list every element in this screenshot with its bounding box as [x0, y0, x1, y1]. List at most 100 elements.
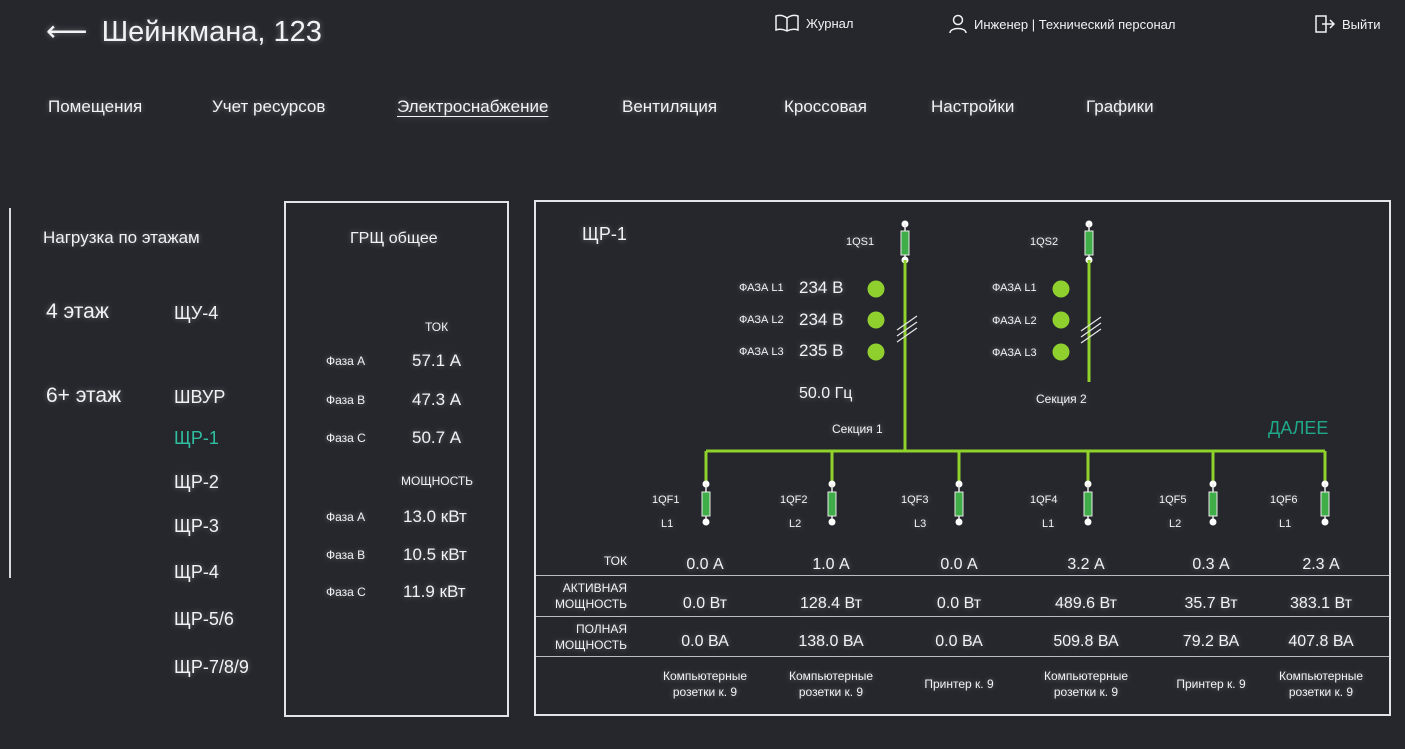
grsh-power-c: 11.9 кВт — [403, 582, 466, 601]
left-divider — [9, 208, 11, 578]
user-menu[interactable]: Инженер | Технический персонал — [948, 14, 1175, 34]
book-icon — [775, 14, 799, 32]
breaker-1-load-line1: Компьютерные — [662, 669, 748, 683]
table-divider — [536, 656, 1389, 657]
voltage-l2: 234 В — [799, 310, 844, 329]
row-label-full-2: МОЩНОСТЬ — [554, 638, 627, 652]
grsh-power-phase-a-label: Фаза A — [326, 510, 366, 524]
logout-button[interactable]: Выйти — [1314, 14, 1381, 34]
breaker-1-symbol — [701, 491, 711, 517]
grsh-current-label: ТОК — [425, 320, 449, 334]
voltage-l3: 235 В — [799, 341, 844, 360]
breaker-3-active: 0.0 Вт — [936, 595, 982, 612]
breaker-3-symbol — [954, 491, 964, 517]
panel-item-shr-3[interactable]: ЩР-3 — [174, 516, 219, 536]
grsh-current-a: 57.1 А — [412, 351, 462, 370]
grsh-panel: ГРЩ общее ТОК Фаза A Фаза B Фаза C 57.1 … — [284, 201, 509, 717]
single-line-diagram — [701, 220, 1330, 526]
breaker-6-load-line1: Компьютерные — [1278, 669, 1364, 683]
panel-item-shr-5-6[interactable]: ЩР-5/6 — [174, 609, 234, 629]
breaker-3-full: 0.0 ВА — [935, 633, 983, 650]
journal-label: Журнал — [806, 15, 854, 31]
tab-settings[interactable]: Настройки — [931, 97, 1015, 116]
qs1-label: 1QS1 — [846, 236, 875, 248]
breaker-2-current: 1.0 А — [812, 556, 850, 573]
grsh-phase-a-label: Фаза A — [326, 354, 366, 368]
qs1-switch — [900, 230, 910, 256]
sec2-phase-indicator-1 — [1052, 280, 1070, 298]
schema-title: ЩР-1 — [582, 224, 627, 244]
grsh-power-label: МОЩНОСТЬ — [401, 474, 474, 488]
breaker-5-full: 79.2 ВА — [1182, 633, 1240, 650]
table-divider — [536, 575, 1389, 576]
floor-4-label: 4 этаж — [46, 300, 109, 323]
breaker-4-load-line2: розетки к. 9 — [1053, 685, 1119, 699]
panel-item-shr-7-8-9[interactable]: ЩР-7/8/9 — [174, 657, 249, 677]
sec1-phase-l1-label: ФАЗА L1 — [739, 282, 784, 294]
section1-label: Секция 1 — [832, 422, 883, 436]
next-button[interactable]: ДАЛЕЕ — [1268, 418, 1329, 438]
panel-item-shr-2[interactable]: ЩР-2 — [174, 472, 219, 492]
back-button[interactable]: ⟵ Шейнкмана, 123 — [46, 14, 322, 49]
breaker-4-phase: L1 — [1042, 518, 1055, 530]
breaker-6-symbol — [1320, 491, 1330, 517]
breaker-6-phase: L1 — [1279, 518, 1292, 530]
breaker-2-load-line2: розетки к. 9 — [798, 685, 864, 699]
row-label-active-2: МОЩНОСТЬ — [554, 597, 627, 611]
sec1-phase-l2-label: ФАЗА L2 — [739, 314, 784, 326]
grsh-current-c: 50.7 А — [412, 428, 462, 447]
tab-power-supply[interactable]: Электроснабжение — [397, 97, 549, 116]
breaker-4-full: 509.8 ВА — [1053, 633, 1119, 650]
back-arrow-icon: ⟵ — [46, 16, 88, 48]
floor-load-title: Нагрузка по этажам — [43, 228, 200, 247]
page-title: Шейнкмана, 123 — [101, 16, 322, 48]
phase-mark — [1080, 316, 1102, 332]
grsh-title: ГРЩ общее — [350, 230, 438, 247]
panel-item-shu-4[interactable]: ЩУ-4 — [174, 303, 219, 323]
breaker-1-active: 0.0 Вт — [682, 595, 728, 612]
phase-mark — [1080, 328, 1102, 344]
breaker-3-bottom-terminal — [955, 518, 963, 526]
breaker-2-bottom-terminal — [828, 518, 836, 526]
row-label-active-1: АКТИВНАЯ — [562, 581, 627, 595]
phase-mark — [1080, 322, 1102, 338]
sec2-phase-l2-label: ФАЗА L2 — [992, 315, 1037, 327]
breaker-3-phase: L3 — [914, 518, 927, 530]
frequency: 50.0 Гц — [799, 385, 853, 402]
breaker-5-symbol — [1208, 491, 1218, 517]
tab-ventilation[interactable]: Вентиляция — [622, 97, 718, 116]
breaker-3-load-line1: Принтер к. 9 — [924, 677, 994, 691]
breaker-6-full: 407.8 ВА — [1288, 633, 1354, 650]
phase-mark — [896, 327, 918, 343]
panel-item-shr-4[interactable]: ЩР-4 — [174, 562, 219, 582]
schema-panel: ЩР-1 ДАЛЕЕ 1QS1 1QS2 ФАЗА L1 ФАЗА L2 ФАЗ… — [534, 200, 1391, 716]
tab-cross[interactable]: Кроссовая — [784, 97, 867, 116]
breaker-6-name: 1QF6 — [1270, 494, 1298, 506]
grsh-power-phase-b-label: Фаза B — [326, 548, 366, 562]
logout-label: Выйти — [1342, 16, 1381, 32]
breaker-4-active: 489.6 Вт — [1055, 595, 1117, 612]
sec1-phase-indicator-3 — [867, 343, 885, 361]
floor-6-label: 6+ этаж — [46, 384, 122, 407]
grsh-power-a: 13.0 кВт — [403, 507, 467, 526]
breaker-4-load-line1: Компьютерные — [1043, 669, 1129, 683]
panel-item-shr-1[interactable]: ЩР-1 — [174, 428, 219, 448]
tab-resources[interactable]: Учет ресурсов — [212, 97, 326, 116]
phase-mark — [896, 321, 918, 337]
breaker-3-current: 0.0 А — [940, 556, 978, 573]
panel-item-shvur[interactable]: ШВУР — [174, 387, 226, 407]
phase-mark — [896, 315, 918, 331]
breaker-5-phase: L2 — [1169, 518, 1182, 530]
breaker-2-full: 138.0 ВА — [798, 633, 864, 650]
tab-charts[interactable]: Графики — [1086, 97, 1154, 116]
tab-rooms[interactable]: Помещения — [48, 97, 143, 116]
breaker-4-bottom-terminal — [1084, 518, 1092, 526]
breaker-5-name: 1QF5 — [1159, 494, 1187, 506]
grsh-phase-b-label: Фаза B — [326, 393, 366, 407]
journal-button[interactable]: Журнал — [774, 14, 853, 32]
section2-label: Секция 2 — [1036, 392, 1087, 406]
logout-icon — [1315, 15, 1336, 33]
sec2-phase-l1-label: ФАЗА L1 — [992, 282, 1037, 294]
breaker-5-bottom-terminal — [1209, 518, 1217, 526]
qs2-label: 1QS2 — [1030, 236, 1059, 248]
